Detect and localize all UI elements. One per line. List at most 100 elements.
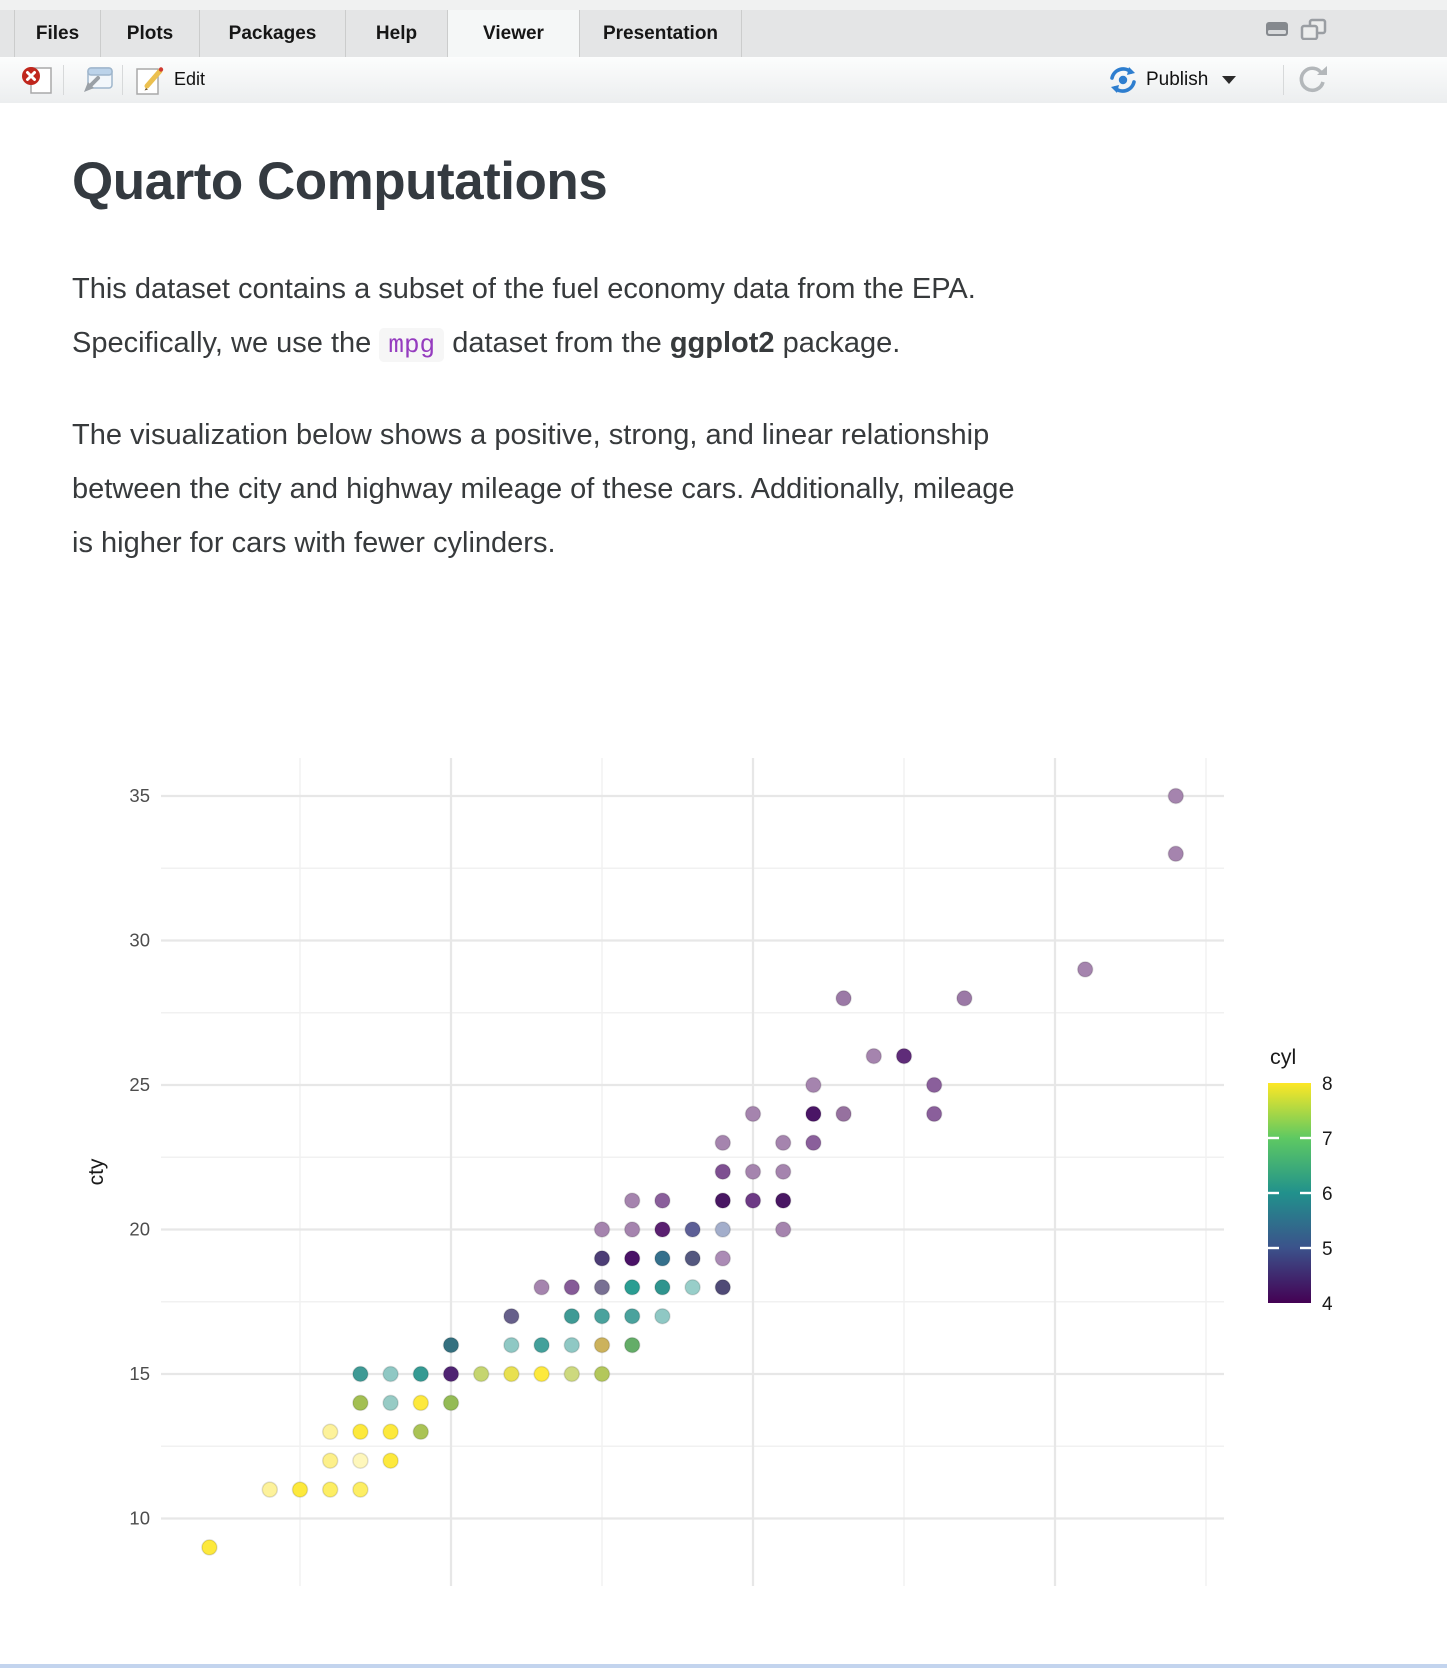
scatter-point [835,1105,852,1123]
scatter-point [472,1365,490,1383]
publish-button[interactable]: Publish [1108,57,1237,102]
clear-viewer-icon [22,66,52,94]
scatter-point [533,1279,550,1296]
scatter-point [714,1134,732,1152]
scatter-point [593,1221,611,1238]
scatter-point [805,1076,822,1094]
scatter-point [563,1279,581,1296]
legend-label: 7 [1322,1129,1333,1150]
scatter-point [382,1394,399,1412]
legend-title: cyl [1270,1045,1296,1069]
scatter-point [321,1423,339,1441]
toolbar-separator [63,65,64,95]
scatter-point [714,1279,732,1296]
x-tick-label: 40 [1045,1598,1066,1600]
scatter-point [321,1452,339,1469]
scatter-point [654,1307,671,1325]
scatter-point [744,1105,762,1123]
scatter-point [805,1134,822,1152]
tab-viewer[interactable]: Viewer [448,10,580,57]
scatter-point [805,1105,822,1123]
restore-pane-icon[interactable] [1299,18,1327,40]
bold-ggplot2: ggplot2 [669,327,775,359]
y-tick-label: 35 [129,785,150,806]
y-tick-label: 30 [129,930,150,951]
scatter-point [593,1307,611,1325]
scatter-point [503,1336,520,1354]
scatter-point [925,1076,943,1094]
scatter-point [925,1105,943,1123]
scatter-point [774,1134,792,1152]
scatter-point [1167,787,1185,805]
scatter-point [623,1279,641,1296]
scatter-point [442,1365,460,1383]
scatter-point [654,1279,671,1296]
scatter-point [593,1279,611,1296]
scatter-point [654,1250,671,1267]
minimize-pane-icon[interactable] [1265,20,1289,38]
y-axis-title: cty [85,1158,108,1185]
paragraph-1-line-1: This dataset contains a subset of the fu… [72,273,976,305]
toolbar-separator [122,65,123,95]
scatter-point [956,990,973,1007]
viewer-toolbar: Edit Publish [0,57,1447,104]
scatter-point [593,1250,611,1267]
y-tick-label: 25 [129,1074,150,1095]
scatter-point [261,1481,279,1498]
publish-icon [1110,66,1136,93]
scatter-point [533,1336,550,1354]
open-in-new-window-button[interactable] [76,57,114,102]
edit-pencil-icon [136,66,164,95]
edit-button-label: Edit [174,69,206,89]
legend-label: 5 [1322,1239,1333,1260]
paragraph-2: The visualization below shows a positive… [72,408,1332,570]
paragraph-text: dataset from the [444,327,670,359]
scatter-point [714,1163,732,1180]
scatter-point [684,1221,701,1238]
scatter-point [442,1394,460,1412]
scatter-point [654,1221,671,1238]
scatter-point [412,1365,430,1383]
scatter-point [382,1452,399,1469]
scatter-point [321,1481,339,1498]
scatter-point [593,1336,611,1354]
page-title: Quarto Computations [72,152,608,211]
scatter-point [503,1307,520,1325]
paragraph-text: Specifically, we use the [72,327,380,359]
clear-viewer-button[interactable] [20,57,54,102]
scatter-point [503,1365,520,1383]
edit-button[interactable]: Edit [134,57,205,102]
paragraph-text: package. [774,327,901,359]
legend-label: 4 [1322,1294,1333,1315]
scatter-point [623,1307,641,1325]
tab-plots[interactable]: Plots [101,10,200,57]
scatter-point [774,1163,792,1180]
scatter-point [774,1221,792,1238]
scatter-point [442,1336,460,1354]
scatter-point [744,1163,762,1180]
y-tick-label: 15 [129,1363,150,1384]
scatter-point [533,1365,550,1383]
tab-help[interactable]: Help [346,10,448,57]
tab-packages[interactable]: Packages [200,10,346,57]
scatter-point [412,1423,430,1441]
refresh-button[interactable] [1294,57,1330,102]
scatter-point [593,1365,611,1383]
paragraph-2-line: between the city and highway mileage of … [72,473,1015,505]
legend-label: 8 [1322,1074,1333,1095]
scatter-point [623,1336,641,1354]
pane-top-strip [0,0,1447,10]
x-tick-label: 20 [441,1598,462,1600]
publish-dropdown-caret[interactable] [1222,75,1237,84]
scatter-point [654,1192,671,1209]
open-in-new-window-icon [84,66,113,92]
toolbar-separator [1283,65,1284,95]
scatter-point [352,1481,369,1498]
refresh-icon [1299,65,1327,92]
scatter-point [835,990,852,1007]
tab-files[interactable]: Files [14,10,101,57]
tab-presentation[interactable]: Presentation [580,10,742,57]
scatter-point [352,1452,369,1469]
scatter-point [714,1221,732,1238]
